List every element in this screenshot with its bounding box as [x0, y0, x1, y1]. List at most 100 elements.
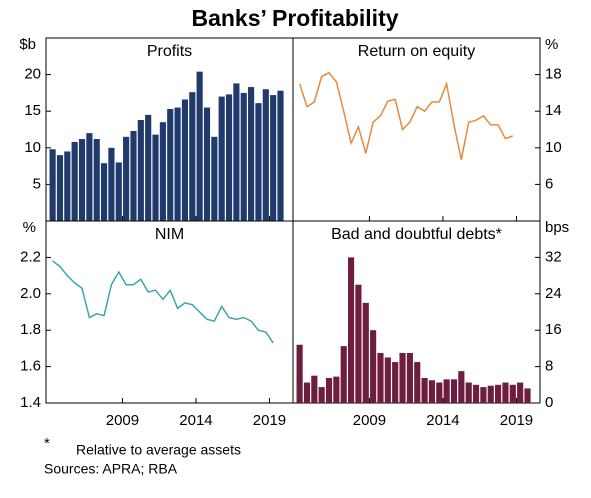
bar — [56, 155, 64, 221]
bar — [71, 141, 78, 221]
bar — [303, 382, 311, 403]
y-tick-label: 10 — [545, 139, 562, 156]
bar — [86, 133, 93, 221]
panel-title: NIM — [155, 226, 184, 243]
x-tick-label: 2009 — [106, 412, 139, 429]
y-tick-label: 18 — [545, 66, 562, 83]
x-tick-label: 2009 — [353, 412, 386, 429]
bar — [347, 257, 355, 403]
y-tick-label: 15 — [24, 102, 41, 119]
y-tick-label: 1.8 — [20, 321, 41, 338]
y-tick-label: 1.4 — [20, 394, 41, 411]
bar — [189, 92, 196, 221]
bar — [196, 71, 203, 221]
y-tick-label: 14 — [545, 102, 562, 119]
chart-title: Banks’ Profitability — [191, 5, 398, 31]
bar — [428, 380, 436, 403]
footnote: Relative to average assets — [76, 442, 241, 458]
bar — [115, 162, 122, 221]
bar — [487, 385, 494, 403]
bar — [318, 387, 325, 403]
bar — [145, 114, 152, 221]
y-axis-label: % — [545, 36, 558, 53]
bar — [450, 379, 458, 403]
y-tick-label: 2.0 — [20, 285, 41, 302]
bar — [436, 382, 443, 403]
y-tick-label: 0 — [545, 394, 553, 411]
line — [298, 71, 514, 160]
bar — [495, 384, 502, 403]
bar — [333, 376, 340, 403]
bar — [218, 96, 225, 221]
bar — [49, 149, 56, 221]
bar — [517, 382, 524, 403]
bar — [502, 382, 509, 403]
panel-frame — [292, 37, 541, 222]
x-tick-label: 2019 — [253, 412, 286, 429]
bar — [159, 122, 166, 221]
bar — [399, 352, 406, 403]
y-axis-label: bps — [545, 219, 569, 236]
y-tick-label: 32 — [545, 248, 562, 265]
sources: Sources: APRA; RBA — [44, 461, 178, 477]
bar — [524, 388, 531, 403]
bar — [340, 346, 347, 403]
bar — [384, 357, 391, 403]
y-tick-label: 1.6 — [20, 358, 41, 375]
bar — [458, 371, 465, 403]
bar — [167, 109, 174, 221]
bar — [130, 130, 137, 221]
bar — [100, 163, 108, 221]
bar — [203, 107, 211, 221]
bar — [64, 151, 71, 221]
bar — [152, 134, 159, 221]
y-tick-label: 16 — [545, 321, 562, 338]
bar — [509, 384, 516, 403]
x-tick-label: 2014 — [426, 412, 459, 429]
bar — [465, 382, 472, 403]
bar — [355, 284, 362, 403]
bar — [296, 344, 303, 403]
y-tick-label: 10 — [24, 139, 41, 156]
bar — [248, 87, 255, 221]
y-tick-label: 5 — [33, 175, 41, 192]
footnote-marker: * — [44, 435, 50, 452]
bar — [123, 136, 130, 221]
x-tick-label: 2019 — [500, 412, 533, 429]
bar — [78, 139, 86, 221]
bar — [443, 379, 450, 403]
bar — [240, 92, 247, 222]
bar — [181, 99, 189, 221]
bar — [108, 147, 115, 221]
y-tick-label: 6 — [545, 175, 553, 192]
panel-title: Profits — [147, 43, 192, 60]
bar — [362, 302, 369, 403]
bar — [370, 330, 377, 403]
bar — [233, 83, 240, 221]
bar — [255, 103, 262, 221]
bar — [93, 139, 100, 221]
bar — [406, 352, 413, 403]
bar — [472, 384, 480, 403]
x-tick-label: 2014 — [179, 412, 212, 429]
y-axis-label: % — [23, 219, 36, 236]
bar — [480, 387, 487, 403]
bar — [225, 94, 233, 221]
y-tick-label: 2.2 — [20, 248, 41, 265]
bar — [262, 89, 269, 222]
bar — [392, 362, 399, 403]
y-axis-label: $b — [19, 36, 36, 53]
bar — [277, 90, 284, 221]
y-tick-label: 8 — [545, 358, 553, 375]
bar — [377, 352, 384, 403]
panel-frame — [45, 220, 294, 404]
bar — [421, 377, 428, 403]
bar — [325, 377, 333, 403]
panel-title: Bad and doubtful debts* — [331, 226, 502, 243]
bar — [174, 107, 181, 221]
bar — [137, 119, 144, 221]
line — [52, 260, 274, 344]
bar — [414, 362, 421, 403]
